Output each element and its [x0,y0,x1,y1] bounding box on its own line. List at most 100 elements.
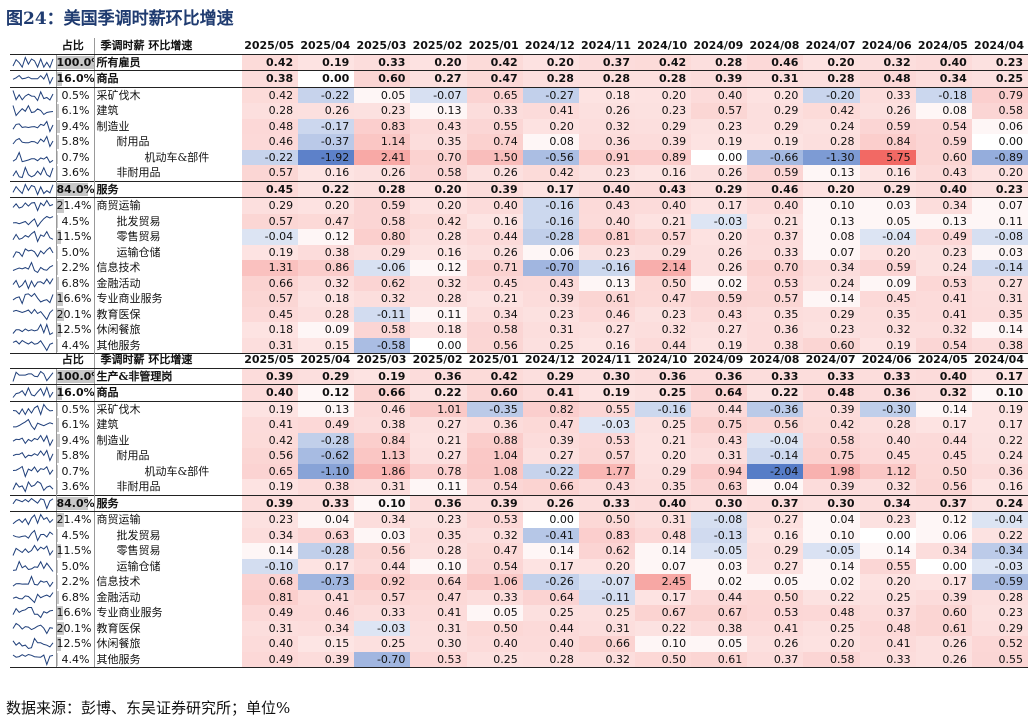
table-row: 4.5% 批发贸易 0.34 0.63 0.03 0.35 0.32 -0.41 0.83 0.4… [10,527,1028,543]
value-cell: 0.67 [634,605,692,621]
column-header: 2025/05 [242,352,299,369]
value-cell: -0.04 [747,432,804,448]
value-cell: 0.18 [410,322,467,338]
value-cell: 0.03 [691,558,748,574]
value-cell: 0.35 [634,479,692,495]
weight-cell: 12.5% [56,322,95,338]
value-cell: 0.23 [578,244,635,260]
sparkline [10,134,57,150]
table-row: 6.1% 建筑 0.28 0.26 0.23 0.13 0.33 0.41 0.26 0.23 0.… [10,103,1028,119]
value-cell: 0.36 [691,368,748,385]
sparkline-series [12,622,54,635]
sparkline [10,605,57,621]
value-cell: 0.26 [466,244,523,260]
value-cell: -0.04 [971,511,1028,528]
sparkline-series [12,199,54,213]
series-name: 耐用品 [116,135,150,148]
value-cell: -0.05 [803,543,860,559]
value-cell: 0.37 [859,605,916,621]
value-cell: 0.49 [915,229,972,245]
value-cell: 0.48 [859,620,916,636]
value-cell: -0.04 [242,229,299,245]
value-cell: 0.82 [522,401,579,417]
value-cell: 0.34 [915,70,972,88]
weight-bar [56,386,63,400]
sparkline-series [13,418,54,431]
value-cell: -0.28 [522,229,579,245]
value-cell: 0.23 [971,180,1028,198]
weight-bar [56,528,59,542]
value-cell: 0.27 [747,511,804,528]
value-cell: 0.23 [859,511,916,528]
weight-value: 3.6% [61,480,90,493]
value-cell: 0.63 [691,479,748,495]
weight-bar [56,544,61,558]
series-name: 采矿伐木 [96,402,141,416]
value-cell: 0.05 [691,636,748,652]
value-cell: 0.39 [522,432,579,448]
value-cell: 0.56 [466,337,523,354]
value-cell: 0.42 [410,213,467,229]
value-cell: 0.29 [634,244,692,260]
value-cell: 0.29 [747,103,804,119]
figure-title: 图24：美国季调时薪环比增速 [6,9,234,29]
value-cell: 0.56 [242,448,299,464]
value-cell: 0.41 [915,291,972,307]
value-cell: -0.70 [522,260,579,276]
header-sparkline [10,352,56,369]
weight-cell: 6.1% [56,417,95,433]
weight-value: 16.0% [56,386,94,399]
sparkline [10,589,57,605]
value-cell: 0.61 [691,651,748,668]
value-cell: 0.28 [410,543,467,559]
sparkline-series [12,339,54,352]
value-cell: 0.18 [578,87,635,103]
table-row: 20.1% 教育医保 0.45 0.28 -0.11 0.11 0.34 0.23 0.46 0.… [10,306,1028,322]
weight-value: 6.8% [61,590,90,604]
value-cell: 0.13 [803,165,860,181]
weight-cell: 20.1% [56,620,95,636]
value-cell: 0.31 [747,70,804,88]
table-row: 0.7% 机动车&部件 -0.22 -1.92 2.41 0.70 1.50 -0.56 0.9… [10,149,1028,165]
value-cell: 1.13 [354,448,411,464]
value-cell: 0.08 [522,134,579,150]
value-cell: 0.47 [410,589,467,605]
value-cell: 0.16 [298,165,355,181]
value-cell: 0.28 [410,229,467,245]
value-cell: 0.12 [298,384,355,402]
sparkline-series [12,215,54,228]
value-cell: 0.29 [971,620,1028,636]
weight-value: 5.8% [61,135,90,148]
value-cell: 0.27 [971,275,1028,291]
value-cell: 0.62 [354,275,411,291]
value-cell: 0.14 [242,543,299,559]
value-cell: -0.10 [242,558,299,574]
value-cell: -0.41 [522,527,579,543]
sparkline-series [12,104,54,117]
value-cell: -0.16 [578,260,635,276]
value-cell: -0.66 [747,149,804,165]
value-cell: 0.33 [298,494,355,512]
column-header: 2024/08 [747,38,804,55]
value-cell: 0.32 [578,651,635,668]
value-cell: 0.28 [578,70,635,88]
value-cell: 0.40 [242,636,299,652]
value-cell: 0.25 [522,605,579,621]
weight-cell: 0.5% [56,401,95,417]
value-cell: 0.26 [691,244,748,260]
value-cell: 0.33 [466,589,523,605]
value-cell: 0.17 [298,558,355,574]
series-name: 金融活动 [96,590,141,604]
weight-bar [56,369,93,383]
table-row: 4.5% 批发贸易 0.57 0.47 0.58 0.42 0.16 -0.16 0.40 0.2… [10,213,1028,229]
weight-value: 0.7% [61,150,90,164]
value-cell: 0.27 [410,417,467,433]
sparkline [10,620,57,636]
value-cell: 0.67 [691,605,748,621]
weight-cell: 5.8% [56,134,95,150]
value-cell: -0.28 [298,432,355,448]
table-row: 21.4% 商贸运输 0.23 0.04 0.34 0.23 0.53 0.00 0.50 0.3… [10,511,1028,528]
value-cell: 0.22 [410,384,467,402]
value-cell: 0.28 [634,70,692,88]
value-cell: 0.54 [915,118,972,134]
